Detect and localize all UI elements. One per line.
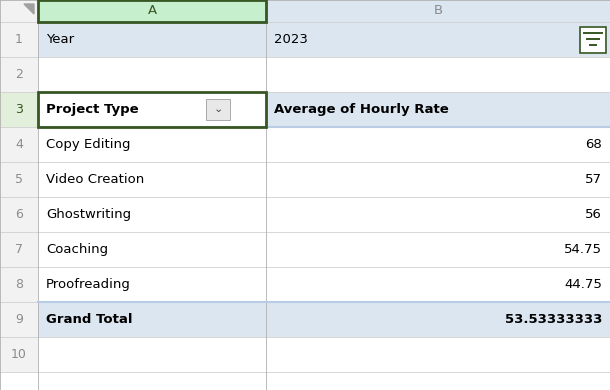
Text: 2023: 2023	[274, 33, 308, 46]
Text: 56: 56	[585, 208, 602, 221]
Bar	[38, 92, 266, 127]
Bar	[38, 302, 266, 337]
Bar	[266, 0, 610, 22]
Bar	[38, 267, 266, 302]
Bar	[266, 57, 610, 92]
Text: Year: Year	[46, 33, 74, 46]
Text: B: B	[434, 5, 443, 18]
Bar	[0, 232, 38, 267]
Bar	[38, 92, 266, 127]
Bar	[0, 127, 38, 162]
Bar	[266, 337, 610, 372]
Bar	[580, 27, 606, 53]
Text: A: A	[148, 5, 157, 18]
Bar	[266, 267, 610, 302]
Text: ⌄: ⌄	[214, 105, 223, 115]
Bar	[0, 197, 38, 232]
Bar	[206, 99, 230, 120]
Bar	[266, 232, 610, 267]
Bar	[266, 92, 610, 127]
Bar	[38, 0, 266, 22]
Bar	[206, 99, 230, 120]
Bar	[38, 232, 266, 267]
Text: Proofreading: Proofreading	[46, 278, 131, 291]
Text: Coaching: Coaching	[46, 243, 108, 256]
Text: 57: 57	[585, 173, 602, 186]
Bar	[38, 162, 266, 197]
Bar	[0, 302, 38, 337]
Bar	[38, 337, 266, 372]
Bar	[0, 57, 38, 92]
Bar	[38, 127, 266, 162]
Text: 44.75: 44.75	[564, 278, 602, 291]
Text: 68: 68	[585, 138, 602, 151]
Bar	[0, 162, 38, 197]
Text: 9: 9	[15, 313, 23, 326]
Bar	[38, 0, 266, 22]
Text: 8: 8	[15, 278, 23, 291]
Text: Project Type: Project Type	[46, 103, 138, 116]
Text: Grand Total: Grand Total	[46, 313, 132, 326]
Text: 53.53333333: 53.53333333	[504, 313, 602, 326]
Text: 5: 5	[15, 173, 23, 186]
Text: 10: 10	[11, 348, 27, 361]
Bar	[0, 92, 38, 127]
Polygon shape	[24, 4, 34, 14]
Text: 6: 6	[15, 208, 23, 221]
Text: 7: 7	[15, 243, 23, 256]
Bar	[38, 197, 266, 232]
Bar	[266, 127, 610, 162]
Bar	[266, 162, 610, 197]
Bar	[266, 302, 610, 337]
Text: 4: 4	[15, 138, 23, 151]
Bar	[266, 197, 610, 232]
Bar	[38, 57, 266, 92]
Text: Average of Hourly Rate: Average of Hourly Rate	[274, 103, 449, 116]
Text: Video Creation: Video Creation	[46, 173, 144, 186]
Bar	[38, 22, 266, 57]
Bar	[0, 337, 38, 372]
Text: 1: 1	[15, 33, 23, 46]
Bar	[580, 27, 606, 53]
Text: Copy Editing: Copy Editing	[46, 138, 131, 151]
Bar	[0, 22, 38, 57]
Bar	[266, 22, 610, 57]
Text: 2: 2	[15, 68, 23, 81]
Text: 3: 3	[15, 103, 23, 116]
Bar	[0, 267, 38, 302]
Text: Ghostwriting: Ghostwriting	[46, 208, 131, 221]
Bar	[0, 0, 38, 22]
Text: 54.75: 54.75	[564, 243, 602, 256]
